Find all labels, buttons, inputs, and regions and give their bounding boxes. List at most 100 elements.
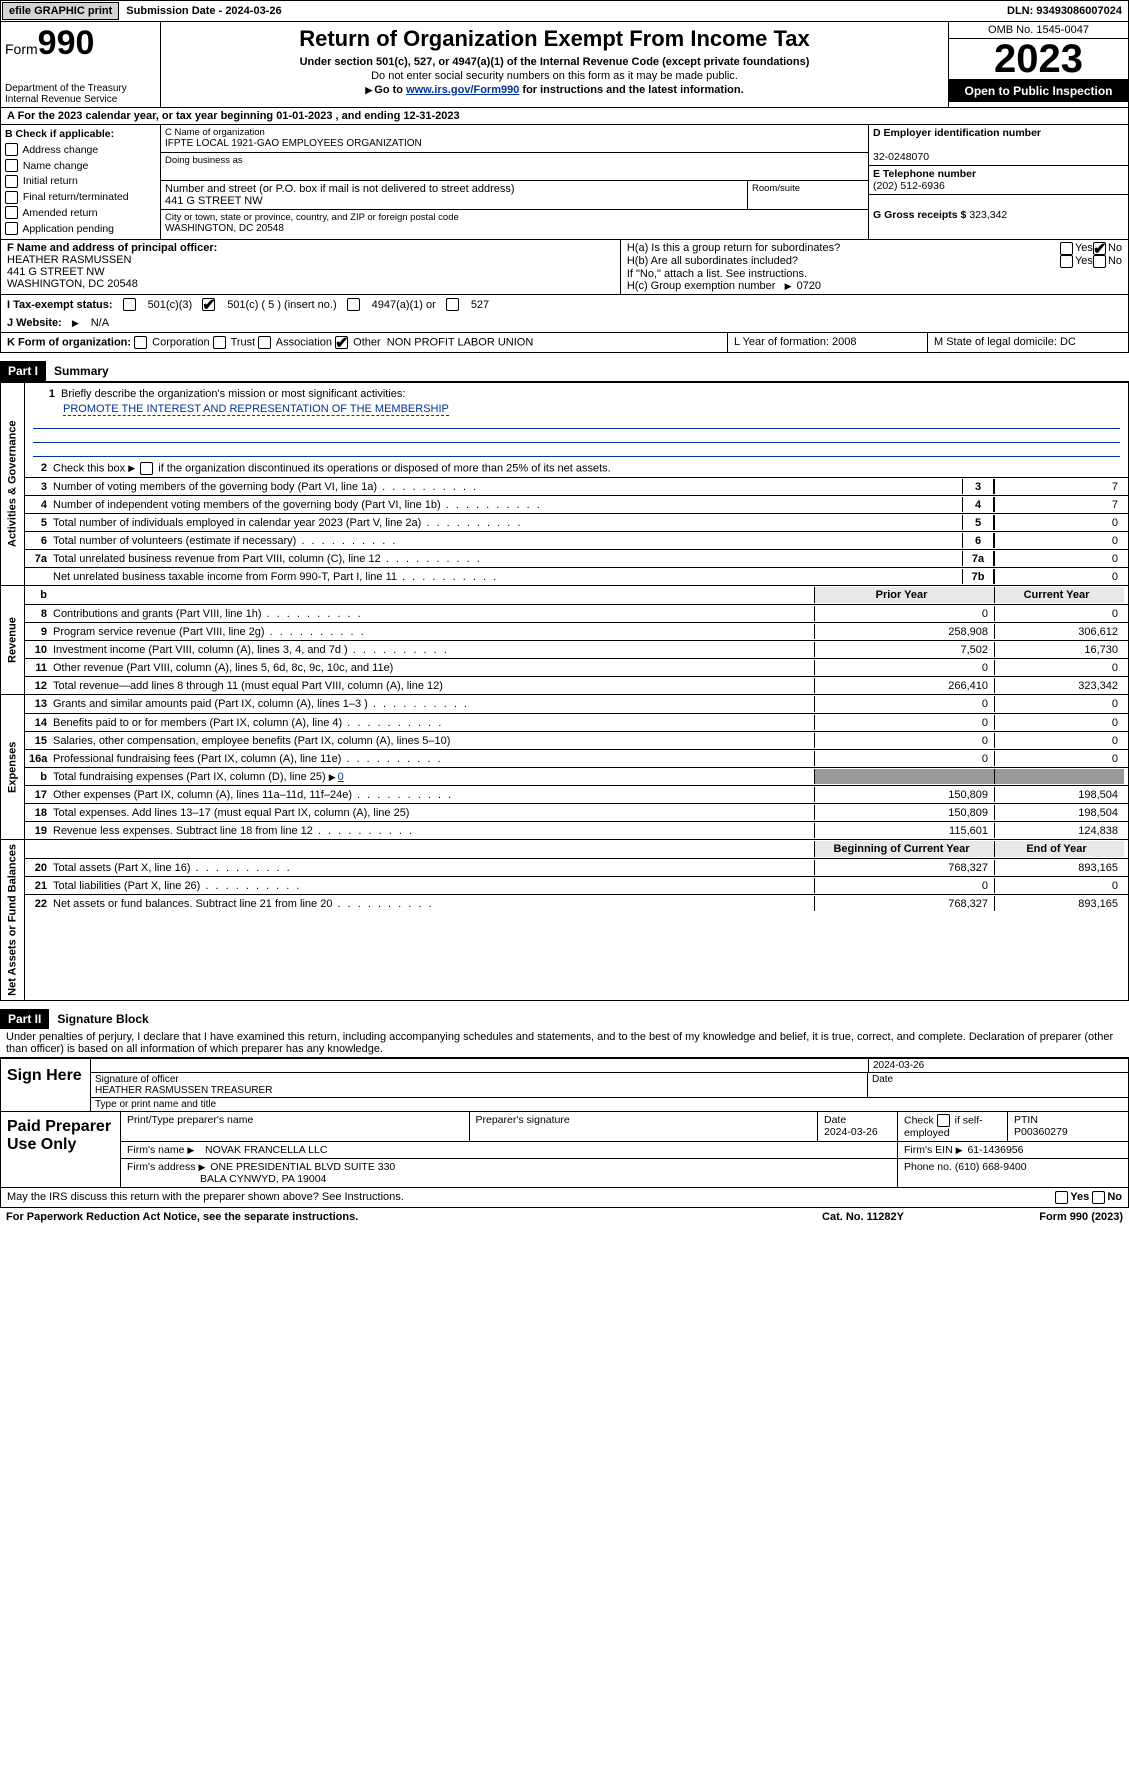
rev-c12: 323,342 (994, 678, 1124, 693)
rev-c11: 0 (994, 660, 1124, 675)
initial-return-checkbox[interactable] (5, 175, 18, 188)
year-formation: L Year of formation: 2008 (728, 333, 928, 352)
city-cell: City or town, state or province, country… (161, 210, 868, 238)
row-j: J Website: N/A (0, 314, 1129, 333)
501c3-checkbox[interactable] (123, 298, 136, 311)
name-change-checkbox[interactable] (5, 159, 18, 172)
tax-year: 2023 (949, 39, 1128, 79)
irs-label: Internal Revenue Service (5, 94, 156, 105)
form-header: Form990 Department of the Treasury Inter… (0, 22, 1129, 108)
expenses-label: Expenses (1, 695, 25, 839)
application-pending-checkbox[interactable] (5, 222, 18, 235)
rev-c9: 306,612 (994, 624, 1124, 639)
header-center: Return of Organization Exempt From Incom… (161, 22, 948, 107)
ha-yes-checkbox[interactable] (1060, 242, 1073, 255)
hb-yes-checkbox[interactable] (1060, 255, 1073, 268)
rev-p12: 266,410 (814, 678, 994, 693)
trust-checkbox[interactable] (213, 336, 226, 349)
val-7b: 0 (994, 569, 1124, 584)
row-fh: F Name and address of principal officer:… (0, 240, 1129, 295)
fundraising-link[interactable]: 0 (338, 771, 344, 783)
preparer-sig-hdr: Preparer's signature (470, 1112, 819, 1141)
exp-p15: 0 (814, 733, 994, 748)
phone-cell: E Telephone number (202) 512-6936 (869, 166, 1128, 195)
rev-p8: 0 (814, 606, 994, 621)
discuss-no-checkbox[interactable] (1092, 1191, 1105, 1204)
val-4: 7 (994, 497, 1124, 512)
val-5: 0 (994, 515, 1124, 530)
net-assets-label: Net Assets or Fund Balances (1, 840, 25, 1000)
exp-c13: 0 (994, 696, 1124, 712)
irs-discuss-row: May the IRS discuss this return with the… (0, 1188, 1129, 1208)
rev-p10: 7,502 (814, 642, 994, 657)
paid-preparer-section: Paid Preparer Use Only Print/Type prepar… (0, 1112, 1129, 1188)
preparer-name-hdr: Print/Type preparer's name (121, 1112, 470, 1141)
revenue-label: Revenue (1, 586, 25, 694)
address-change-checkbox[interactable] (5, 143, 18, 156)
summary-net-assets: Net Assets or Fund Balances Beginning of… (0, 840, 1129, 1001)
exp-p17: 150,809 (814, 787, 994, 802)
hb-no-checkbox[interactable] (1093, 255, 1106, 268)
discontinued-checkbox[interactable] (140, 462, 153, 475)
exp-c14: 0 (994, 715, 1124, 730)
part-1-header: Part ISummary (0, 353, 1129, 381)
501c-checkbox[interactable] (202, 298, 215, 311)
net-p22: 768,327 (814, 896, 994, 911)
net-p20: 768,327 (814, 860, 994, 875)
net-c22: 893,165 (994, 896, 1124, 911)
val-7a: 0 (994, 551, 1124, 566)
dln-label: DLN: 93493086007024 (1001, 3, 1128, 19)
efile-print-button[interactable]: efile GRAPHIC print (2, 2, 119, 20)
open-inspection: Open to Public Inspection (949, 79, 1128, 102)
self-employed-checkbox[interactable] (937, 1114, 950, 1127)
exp-p16b (814, 769, 994, 784)
rev-p11: 0 (814, 660, 994, 675)
exp-c15: 0 (994, 733, 1124, 748)
dept-treasury: Department of the Treasury (5, 83, 156, 94)
summary-governance: Activities & Governance 1Briefly describ… (0, 381, 1129, 586)
rev-p9: 258,908 (814, 624, 994, 639)
form-footer: For Paperwork Reduction Act Notice, see … (0, 1208, 1129, 1226)
form-subtitle-3: Go to www.irs.gov/Form990 for instructio… (165, 84, 944, 96)
527-checkbox[interactable] (446, 298, 459, 311)
irs-link[interactable]: www.irs.gov/Form990 (406, 84, 519, 96)
room-suite-cell: Room/suite (748, 181, 868, 209)
column-deg: D Employer identification number 32-0248… (868, 125, 1128, 239)
form-subtitle-2: Do not enter social security numbers on … (165, 70, 944, 82)
form-subtitle-1: Under section 501(c), 527, or 4947(a)(1)… (165, 56, 944, 68)
exp-p16a: 0 (814, 751, 994, 766)
exp-c19: 124,838 (994, 823, 1124, 838)
discuss-yes-checkbox[interactable] (1055, 1191, 1068, 1204)
amended-return-checkbox[interactable] (5, 206, 18, 219)
principal-officer: F Name and address of principal officer:… (1, 240, 621, 294)
final-return-checkbox[interactable] (5, 191, 18, 204)
mission-text: PROMOTE THE INTEREST AND REPRESENTATION … (63, 403, 449, 416)
exp-p19: 115,601 (814, 823, 994, 838)
other-checkbox[interactable] (335, 336, 348, 349)
form-number: 990 (38, 24, 95, 62)
org-name-cell: C Name of organization IFPTE LOCAL 1921-… (161, 125, 868, 153)
line-a-tax-year: A For the 2023 calendar year, or tax yea… (0, 108, 1129, 125)
org-name: IFPTE LOCAL 1921-GAO EMPLOYEES ORGANIZAT… (165, 138, 864, 149)
column-c: C Name of organization IFPTE LOCAL 1921-… (161, 125, 868, 239)
4947-checkbox[interactable] (347, 298, 360, 311)
group-return: H(a) Is this a group return for subordin… (621, 240, 1128, 294)
top-bar: efile GRAPHIC print Submission Date - 20… (0, 0, 1129, 22)
row-k: K Form of organization: Corporation Trus… (0, 333, 1129, 353)
dba-cell: Doing business as (161, 153, 868, 181)
form-title: Return of Organization Exempt From Incom… (165, 26, 944, 52)
corp-checkbox[interactable] (134, 336, 147, 349)
ein-cell: D Employer identification number 32-0248… (869, 125, 1128, 166)
exp-c18: 198,504 (994, 805, 1124, 820)
line-2-text: Check this box if the organization disco… (53, 462, 1124, 475)
perjury-declaration: Under penalties of perjury, I declare th… (0, 1029, 1129, 1057)
ha-no-checkbox[interactable] (1093, 242, 1106, 255)
net-c20: 893,165 (994, 860, 1124, 875)
assoc-checkbox[interactable] (258, 336, 271, 349)
current-year-hdr: Current Year (994, 587, 1124, 603)
begin-year-hdr: Beginning of Current Year (814, 841, 994, 857)
exp-c16b (994, 769, 1124, 784)
summary-expenses: Expenses 13Grants and similar amounts pa… (0, 695, 1129, 840)
exp-c17: 198,504 (994, 787, 1124, 802)
line-1-text: Briefly describe the organization's miss… (61, 388, 1116, 400)
